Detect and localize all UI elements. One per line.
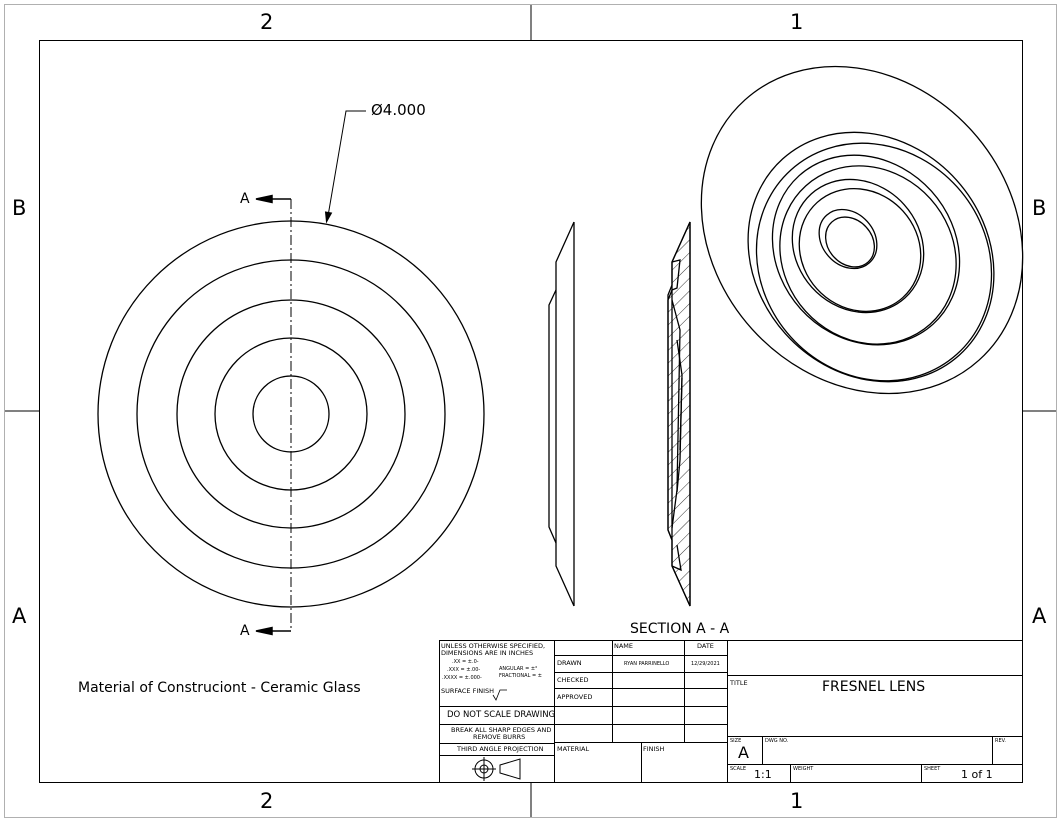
zone-label-left-b: B [12, 196, 27, 220]
section-arrow-top [256, 196, 291, 203]
drawn-by-name: RYAN PARRINELLO [624, 661, 670, 667]
front-ring-2 [137, 260, 445, 568]
tolerance-xxx: .XXXX = ±.000- [442, 675, 482, 681]
material-label: MATERIAL [557, 745, 590, 753]
tolerance-fractional: FRACTIONAL = ± [499, 673, 542, 679]
break-edges-note-2: REMOVE BURRS [473, 733, 526, 741]
projection-label: THIRD ANGLE PROJECTION [457, 745, 544, 753]
section-view-label: SECTION A - A [630, 621, 730, 637]
iso-ring-3b [743, 130, 992, 381]
size-label: SIZE [730, 738, 742, 744]
rev-label: REV. [995, 738, 1006, 744]
general-note-line-1: UNLESS OTHERWISE SPECIFIED, [441, 642, 546, 650]
iso-rim-outer [635, 1, 1061, 459]
finish-label: FINISH [643, 745, 665, 753]
zone-label-left-a: A [12, 604, 27, 628]
header-name: NAME [614, 642, 634, 650]
front-ring-4 [215, 338, 367, 490]
section-marker-top: A [240, 191, 250, 207]
row-approved: APPROVED [557, 693, 593, 701]
sheet-label: SHEET [924, 766, 941, 772]
row-drawn: DRAWN [557, 659, 582, 667]
surface-finish-label: SURFACE FINISH [441, 687, 495, 695]
zone-label-right-b: B [1032, 196, 1047, 220]
section-view [668, 222, 690, 606]
weight-label: WEIGHT [793, 766, 814, 772]
drawing-title: FRESNEL LENS [822, 679, 926, 695]
tolerance-angular: ANGULAR = ±° [499, 666, 538, 672]
size-value: A [738, 743, 749, 762]
iso-ring-5b [816, 207, 885, 277]
zone-label-top-2: 2 [260, 10, 274, 34]
general-notes: UNLESS OTHERWISE SPECIFIED, DIMENSIONS A… [441, 642, 546, 658]
scale-label: SCALE [730, 766, 747, 772]
dwg-no-label: DWG NO. [765, 738, 789, 744]
zone-label-bottom-1: 1 [790, 789, 804, 813]
iso-ring-4 [765, 152, 951, 339]
isometric-view [635, 1, 1061, 459]
row-checked: CHECKED [557, 676, 589, 684]
general-note-line-2: DIMENSIONS ARE IN INCHES [441, 649, 534, 658]
iso-ring-2b [708, 95, 1040, 429]
outer-border [5, 5, 1057, 818]
zone-label-bottom-2: 2 [260, 789, 274, 813]
drawn-date: 12/29/2021 [691, 661, 720, 667]
sheet-value: 1 of 1 [961, 768, 993, 781]
diameter-dimension: Ø4.000 [371, 101, 426, 119]
iso-ring-3 [734, 117, 999, 383]
diameter-leader [326, 111, 367, 222]
projection-symbol [472, 757, 520, 781]
iso-ring-4b [774, 164, 946, 337]
iso-ring-5 [807, 198, 888, 280]
zone-label-top-1: 1 [790, 10, 804, 34]
iso-ring-2 [697, 82, 1045, 432]
do-not-scale-note: DO NOT SCALE DRAWING [447, 710, 556, 720]
tolerance-xx: .XXX = ±.00- [447, 667, 481, 673]
header-date: DATE [697, 642, 714, 650]
material-note: Material of Construciont - Ceramic Glass [78, 680, 361, 696]
zone-label-right-a: A [1032, 604, 1047, 628]
surface-finish-symbol [493, 690, 507, 700]
tolerance-x: .XX = ±.0- [452, 659, 479, 665]
title-block-grid [439, 640, 1023, 783]
title-label: TITLE [730, 679, 748, 687]
side-view [549, 222, 574, 606]
scale-value: 1:1 [754, 768, 772, 781]
section-marker-bottom: A [240, 623, 250, 639]
break-edges-note-1: BREAK ALL SHARP EDGES AND [451, 726, 552, 734]
section-arrow-bottom [256, 628, 291, 635]
